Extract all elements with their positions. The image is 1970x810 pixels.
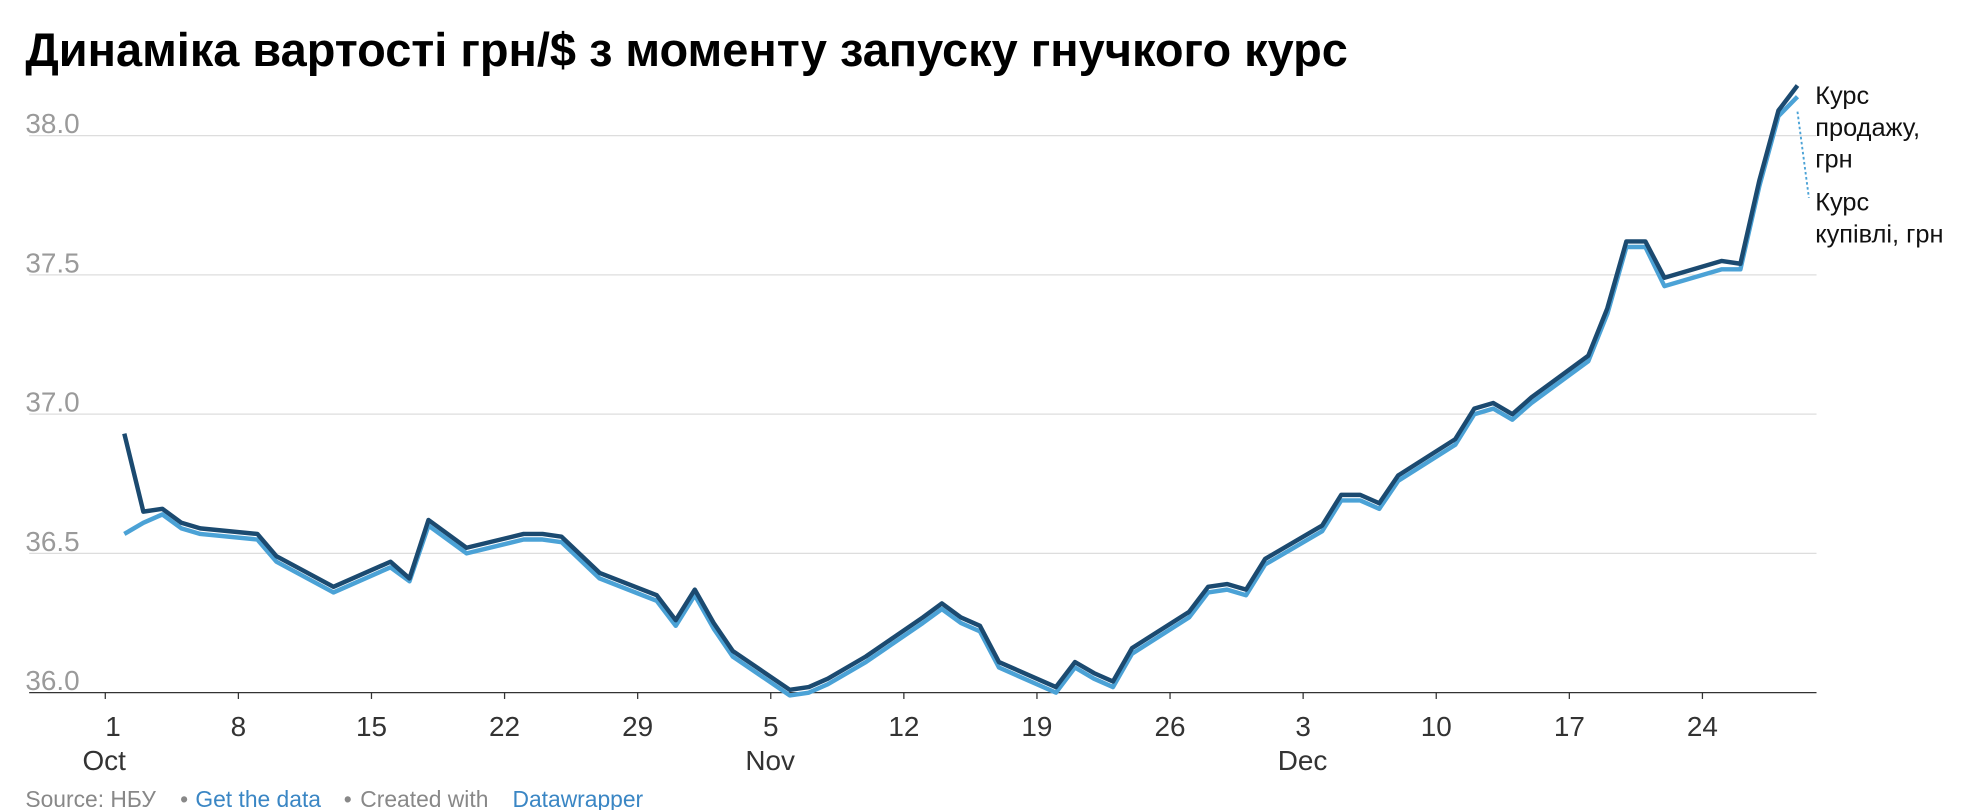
x-tick-label: 10	[1421, 711, 1452, 742]
x-tick-label: 19	[1021, 711, 1052, 742]
x-month-label: Dec	[1278, 745, 1328, 776]
separator: •	[344, 786, 352, 810]
y-tick-label: 36.0	[25, 665, 79, 696]
credit-link[interactable]: Datawrapper	[512, 786, 643, 810]
x-month-label: Oct	[82, 745, 126, 776]
source: Source: НБУ	[25, 786, 156, 810]
legend-label: Курс купівлі, грн	[1815, 189, 1944, 249]
y-tick-label: 37.5	[25, 247, 79, 278]
x-tick-label: 29	[622, 711, 653, 742]
x-month-label: Nov	[745, 745, 795, 776]
x-tick-label: 8	[231, 711, 247, 742]
x-tick-label: 17	[1554, 711, 1585, 742]
created-with: Created with	[360, 786, 488, 810]
x-tick-label: 15	[356, 711, 387, 742]
chart-title: Динаміка вартості грн/$ з моменту запуск…	[25, 24, 1347, 76]
x-tick-label: 24	[1687, 711, 1718, 742]
legend-label: Курс продажу, грн	[1815, 82, 1921, 174]
x-tick-label: 3	[1295, 711, 1311, 742]
x-tick-label: 5	[763, 711, 779, 742]
series-line	[123, 95, 1800, 698]
footer: Source: НБУ • Get the data • Created wit…	[25, 786, 643, 810]
x-tick-label: 26	[1155, 711, 1186, 742]
series-label: Курс купівлі, грн	[1815, 189, 1944, 249]
x-tick-label: 22	[489, 711, 520, 742]
y-tick-label: 36.5	[25, 526, 79, 557]
get-data-link[interactable]: Get the data	[195, 786, 321, 810]
x-tick-label: 1	[105, 711, 121, 742]
separator: •	[180, 786, 188, 810]
x-tick-label: 12	[888, 711, 919, 742]
series-line	[122, 84, 1800, 693]
y-tick-label: 37.0	[25, 387, 79, 418]
y-tick-label: 38.0	[25, 108, 79, 139]
series-label: Курс продажу, грн	[1815, 82, 1921, 174]
label-connector	[1796, 111, 1810, 199]
